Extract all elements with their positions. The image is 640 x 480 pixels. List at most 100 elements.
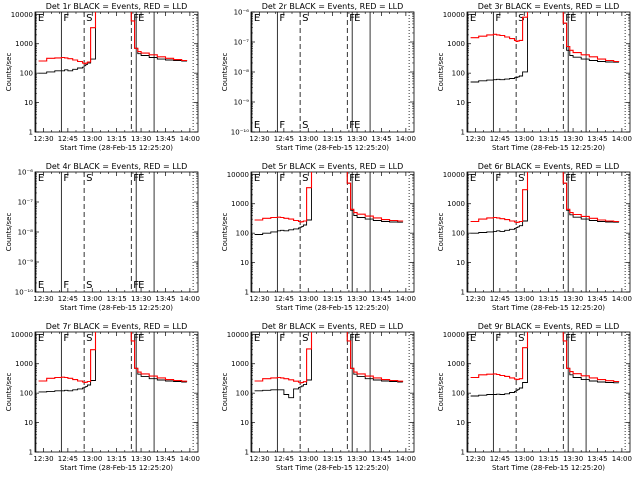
x-tick-label: 14:00 — [612, 295, 632, 303]
y-axis-label: Counts/sec — [221, 373, 229, 412]
plot-frame — [466, 11, 631, 133]
time-marker-top-label: E — [38, 333, 44, 344]
time-marker-top-label: E — [470, 13, 476, 24]
time-marker-top-label: E — [570, 173, 576, 184]
time-marker-top-label: F — [63, 13, 69, 24]
series-line-events — [470, 172, 620, 234]
x-tick-label: 12:30 — [465, 135, 485, 143]
x-tick-label: 14:00 — [180, 455, 200, 463]
x-axis-label: Start Time (28-Feb-15 12:25:20) — [492, 144, 605, 152]
time-marker-top-label: F — [495, 333, 501, 344]
x-tick-label: 13:45 — [587, 455, 607, 463]
y-tick-label: 100 — [452, 70, 465, 78]
y-tick-label: 1 — [29, 449, 33, 457]
panel-title: Det 3r BLACK = Events, RED = LLD — [478, 2, 620, 11]
y-tick-label: 100 — [236, 390, 249, 398]
x-tick-label: 13:45 — [155, 455, 175, 463]
y-tick-label: 1 — [29, 129, 33, 137]
detector-panel-5: Det 5r BLACK = Events, RED = LLD 12:30 12:… — [221, 162, 416, 312]
time-marker-top-label: E — [570, 13, 576, 24]
y-tick-label: 10⁻⁷ — [18, 199, 34, 207]
time-marker-bottom-label: S — [86, 280, 92, 291]
y-tick-label: 1 — [245, 449, 249, 457]
x-tick-label: 13:30 — [347, 455, 367, 463]
time-marker-top-label: E — [38, 173, 44, 184]
plot-frame — [466, 331, 631, 453]
x-tick-label: 12:45 — [274, 135, 294, 143]
series-line-lld — [470, 332, 620, 383]
y-axis-label: Counts/sec — [437, 213, 445, 252]
time-marker-bottom-label: E — [38, 280, 44, 291]
time-marker-top-label: S — [86, 13, 92, 24]
x-tick-label: 13:00 — [298, 455, 318, 463]
x-tick-label: 13:45 — [371, 295, 391, 303]
x-tick-label: 13:45 — [371, 455, 391, 463]
detector-panel-8: Det 8r BLACK = Events, RED = LLD 12:30 12:… — [221, 322, 416, 472]
y-tick-label: 10000 — [443, 331, 465, 339]
time-marker-top-label: F — [279, 173, 285, 184]
y-tick-label: 1000 — [15, 360, 33, 368]
y-axis-label: Counts/sec — [5, 213, 13, 252]
x-tick-label: 13:30 — [563, 455, 583, 463]
time-marker-top-label: E — [354, 333, 360, 344]
x-tick-label: 13:15 — [323, 295, 343, 303]
y-tick-label: 10000 — [227, 171, 249, 179]
y-tick-label: 1000 — [231, 200, 249, 208]
x-axis-label: Start Time (28-Feb-15 12:25:20) — [276, 304, 389, 312]
x-tick-label: 12:30 — [249, 455, 269, 463]
y-tick-label: 10000 — [11, 11, 33, 19]
time-marker-top-label: E — [38, 13, 44, 24]
panel-title: Det 6r BLACK = Events, RED = LLD — [478, 162, 620, 171]
time-marker-top-label: F — [63, 333, 69, 344]
y-tick-label: 10 — [24, 419, 33, 427]
y-tick-label: 10000 — [443, 171, 465, 179]
y-tick-label: 10⁻¹⁰ — [231, 129, 249, 137]
time-marker-top-label: E — [254, 173, 260, 184]
x-tick-label: 13:45 — [587, 295, 607, 303]
x-tick-label: 12:45 — [490, 135, 510, 143]
time-marker-top-label: E — [470, 173, 476, 184]
time-marker-top-label: E — [570, 333, 576, 344]
detector-panel-7: Det 7r BLACK = Events, RED = LLD 12:30 12:… — [5, 322, 200, 472]
y-tick-label: 1000 — [447, 360, 465, 368]
series-line-events — [254, 172, 404, 235]
series-line-events — [470, 332, 620, 397]
y-tick-label: 10 — [240, 259, 249, 267]
time-marker-top-label: F — [495, 173, 501, 184]
x-tick-label: 13:30 — [131, 295, 151, 303]
y-tick-label: 10000 — [443, 11, 465, 19]
plot-frame — [250, 331, 415, 453]
x-tick-label: 13:15 — [107, 295, 127, 303]
x-tick-label: 13:45 — [155, 135, 175, 143]
x-tick-label: 12:30 — [33, 455, 53, 463]
time-marker-top-label: E — [254, 333, 260, 344]
plot-frame — [34, 171, 199, 293]
y-axis-label: Counts/sec — [5, 373, 13, 412]
x-tick-label: 13:15 — [539, 135, 559, 143]
y-tick-label: 1 — [245, 289, 249, 297]
time-marker-top-label: E — [138, 173, 144, 184]
x-tick-label: 12:30 — [249, 135, 269, 143]
time-marker-top-label: S — [302, 173, 308, 184]
x-tick-label: 13:30 — [131, 455, 151, 463]
series-line-lld — [38, 12, 188, 65]
x-tick-label: 13:15 — [323, 455, 343, 463]
time-marker-top-label: S — [518, 173, 524, 184]
plot-frame — [34, 11, 199, 133]
y-tick-label: 10 — [24, 99, 33, 107]
panel-title: Det 5r BLACK = Events, RED = LLD — [262, 162, 404, 171]
series-line-events — [38, 12, 188, 74]
x-tick-label: 13:00 — [298, 295, 318, 303]
time-marker-top-label: E — [138, 333, 144, 344]
y-tick-label: 1 — [461, 449, 465, 457]
time-marker-top-label: S — [302, 13, 308, 24]
series-line-lld — [38, 332, 188, 384]
x-axis-label: Start Time (28-Feb-15 12:25:20) — [492, 464, 605, 472]
y-tick-label: 10⁻⁶ — [234, 9, 250, 17]
x-axis-label: Start Time (28-Feb-15 12:25:20) — [60, 144, 173, 152]
time-marker-top-label: F — [279, 13, 285, 24]
time-marker-top-label: E — [470, 333, 476, 344]
x-tick-label: 12:45 — [58, 295, 78, 303]
time-marker-bottom-label: E — [138, 280, 144, 291]
x-tick-label: 13:15 — [107, 455, 127, 463]
